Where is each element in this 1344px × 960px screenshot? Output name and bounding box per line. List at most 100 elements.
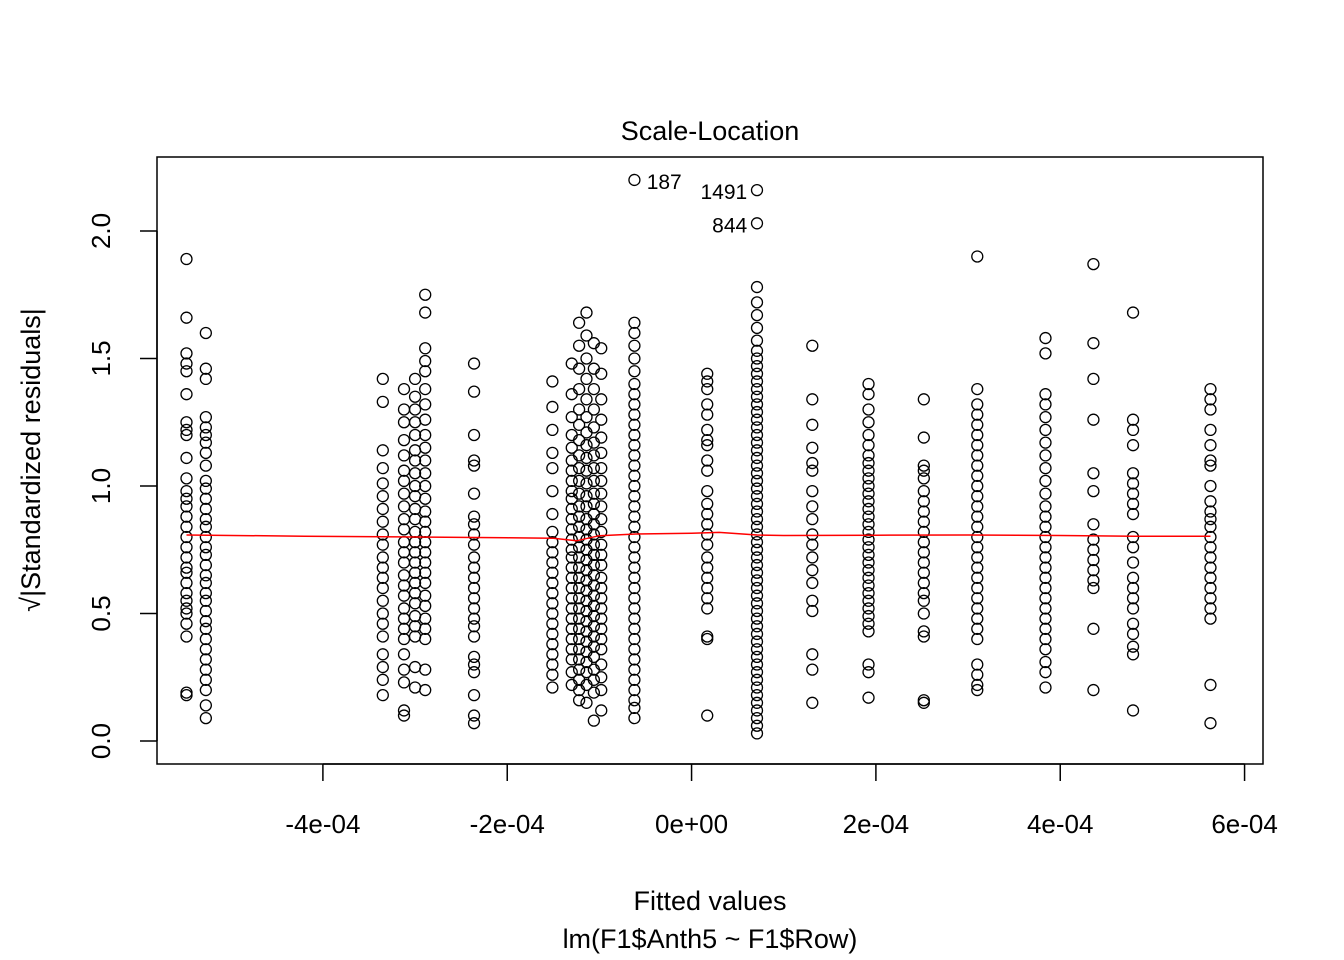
- data-point: [1087, 467, 1100, 480]
- data-point: [419, 515, 432, 528]
- data-point: [750, 574, 764, 587]
- y-axis: 0.0 0.5 1.0 1.5 2.0: [86, 213, 158, 759]
- data-point: [419, 599, 432, 613]
- data-point: [419, 546, 432, 559]
- data-point: [917, 515, 930, 528]
- data-point: [750, 711, 764, 725]
- data-point: [1204, 382, 1217, 396]
- data-point: [595, 413, 608, 426]
- data-point: [199, 520, 212, 533]
- data-point: [806, 663, 819, 676]
- data-point: [1087, 257, 1100, 271]
- data-point: [971, 520, 984, 533]
- data-point: [199, 482, 212, 495]
- data-point: [1087, 413, 1100, 426]
- data-point: [1126, 507, 1140, 521]
- data-point: [397, 676, 411, 689]
- data-point: [917, 630, 930, 643]
- data-point: [595, 581, 608, 595]
- data-point: [180, 607, 193, 620]
- data-point: [180, 551, 193, 564]
- data-point: [376, 571, 389, 584]
- data-point: [565, 612, 578, 625]
- data-point: [572, 449, 586, 462]
- data-point: [565, 643, 578, 656]
- data-point: [595, 446, 608, 459]
- data-point: [180, 311, 193, 324]
- data-point: [180, 688, 193, 702]
- data-point: [572, 561, 586, 574]
- data-point: [572, 382, 586, 396]
- data-point: [467, 561, 481, 574]
- data-point: [180, 492, 193, 505]
- data-point: [565, 592, 578, 605]
- data-point: [750, 688, 764, 702]
- data-point: [580, 477, 593, 490]
- data-point: [917, 472, 930, 485]
- data-point: [595, 558, 608, 572]
- data-point: [587, 382, 601, 396]
- data-point: [806, 456, 819, 470]
- data-point: [1039, 571, 1052, 584]
- data-point: [376, 528, 389, 541]
- data-point: [750, 296, 764, 309]
- data-point: [376, 551, 389, 564]
- data-point: [397, 602, 411, 615]
- data-point: [180, 365, 193, 378]
- data-point: [862, 609, 875, 623]
- chart-title: Scale-Location: [621, 116, 800, 146]
- data-point: [971, 398, 984, 411]
- data-point: [806, 576, 819, 590]
- data-point: [419, 612, 432, 625]
- data-point: [565, 543, 578, 556]
- data-point: [467, 428, 481, 442]
- data-point: [971, 622, 984, 635]
- data-point: [806, 528, 819, 541]
- data-point: [1204, 592, 1217, 605]
- data-point: [180, 347, 193, 360]
- data-point: [628, 490, 641, 503]
- data-point: [862, 388, 875, 401]
- data-point: [971, 500, 984, 513]
- data-point: [565, 561, 578, 574]
- data-point: [180, 252, 193, 266]
- data-point: [1204, 678, 1217, 692]
- data-point: [1204, 581, 1217, 595]
- data-point: [750, 382, 764, 396]
- data-point: [595, 643, 608, 656]
- data-point: [628, 694, 641, 707]
- data-point: [546, 462, 559, 475]
- data-point: [1126, 306, 1140, 319]
- data-point: [628, 683, 641, 697]
- data-point: [628, 551, 641, 564]
- data-point: [408, 403, 422, 416]
- data-point: [546, 525, 559, 539]
- data-point: [580, 439, 593, 452]
- data-point: [572, 316, 586, 329]
- data-point: [572, 418, 586, 431]
- data-point: [595, 612, 608, 625]
- data-point: [628, 500, 641, 513]
- data-point: [862, 617, 875, 630]
- data-point: [467, 385, 481, 398]
- data-point: [750, 436, 764, 449]
- data-point: [1204, 520, 1217, 533]
- data-point: [917, 625, 930, 638]
- data-point: [750, 612, 764, 625]
- data-point: [595, 487, 608, 500]
- data-point: [1126, 541, 1140, 554]
- data-point: [701, 398, 714, 411]
- data-point: [180, 510, 193, 523]
- data-point: [408, 467, 422, 480]
- data-point: [419, 622, 432, 635]
- data-point: [750, 635, 764, 648]
- data-point: [1039, 561, 1052, 574]
- data-point: [701, 709, 714, 722]
- data-point: [587, 714, 601, 727]
- data-point: [467, 630, 481, 643]
- data-point: [587, 474, 601, 488]
- data-point: [180, 388, 193, 401]
- data-point: [1087, 553, 1100, 567]
- data-point: [587, 449, 601, 462]
- data-point: [862, 449, 875, 462]
